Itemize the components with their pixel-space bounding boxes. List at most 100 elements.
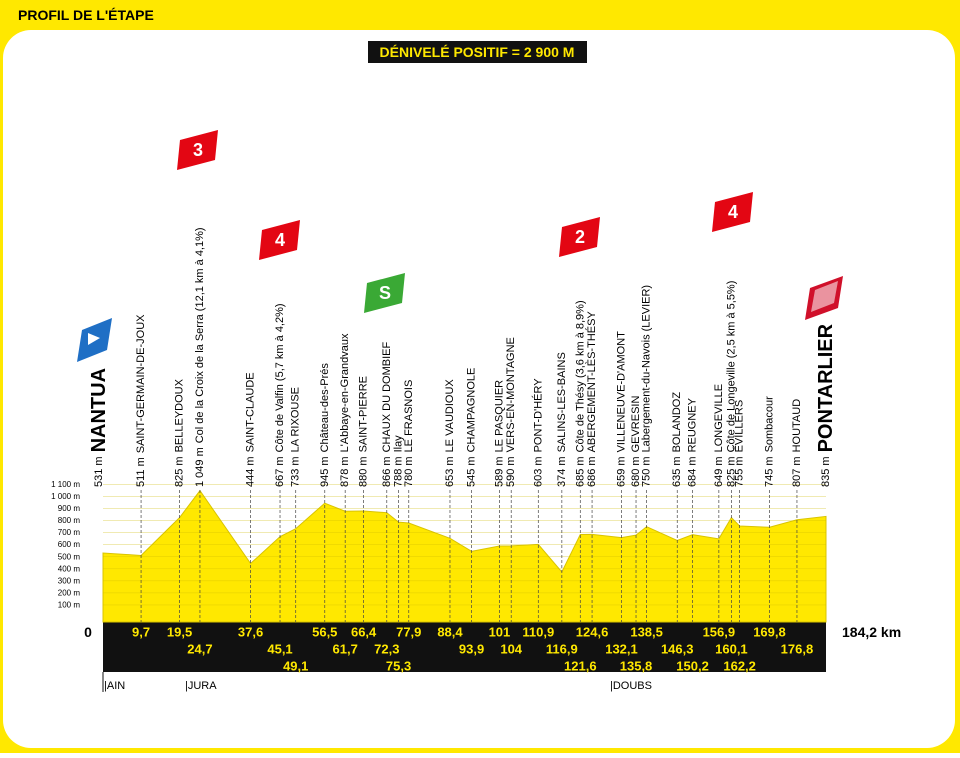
x-tick-label: 9,7 [132,625,150,640]
waypoint-name: LE FRASNOIS [403,380,415,453]
waypoint-altitude: 880 m [358,456,370,487]
waypoint-name: CHAMPAGNOLE [466,368,478,453]
waypoint-name: SAINT-CLAUDE [245,372,257,452]
waypoint-name: Côte de Thésy (3,6 km à 8,9%) [574,300,586,452]
waypoint-label: 755 m ÉVILLERS [733,400,746,487]
y-tick-label: 300 m [58,576,81,585]
km-band [103,622,826,672]
waypoint-name: SAINT-GERMAIN-DE-JOUX [135,314,147,453]
x-tick-label: 101 [489,625,511,640]
x-tick-label: 121,6 [564,659,597,674]
climb-category: 4 [275,230,285,250]
waypoint-altitude: 835 m [820,456,832,487]
waypoint-label: 780 m LE FRASNOIS [403,380,415,487]
climb-badge [559,217,600,257]
y-tick-label: 900 m [58,504,81,513]
waypoint-label: 835 m PONTARLIER [815,323,837,487]
waypoint-label: 945 m Château-des-Prés [319,363,331,487]
waypoint-altitude: 653 m [444,456,456,487]
waypoint-altitude: 825 m [174,456,186,487]
waypoint-label: 684 m REUGNEY [687,397,699,487]
waypoint-altitude: 807 m [791,456,803,487]
x-tick-label: 124,6 [576,625,609,640]
waypoint-altitude: 680 m [630,456,642,487]
waypoint-name: Labergement-du-Navois (LEVIER) [641,285,653,453]
waypoint-label: 590 m VERS-EN-MONTAGNE [505,337,517,487]
waypoint-label: 880 m SAINT-PIERRE [358,376,370,487]
y-tick-label: 100 m [58,600,81,609]
waypoint-label: 750 m Labergement-du-Navois (LEVIER) [641,285,653,487]
waypoint-name: BELLEYDOUX [174,378,186,452]
x-tick-label: 56,5 [312,625,337,640]
waypoint-altitude: 374 m [556,456,568,487]
waypoint-label: 635 m BOLANDOZ [671,392,683,487]
climb-badge [364,273,405,313]
waypoint-altitude: 589 m [493,456,505,487]
waypoint-name: Ilay [393,435,405,453]
x-tick-label: 88,4 [437,625,463,640]
waypoint-name: Château-des-Prés [319,363,331,453]
waypoint-altitude: 603 m [532,456,544,487]
waypoint-label: 686 m ABERGEMENT-LÈS-THÉSY [585,311,598,487]
waypoint-name: SALINS-LES-BAINS [556,352,568,452]
climb-badge [259,220,300,260]
waypoint-name: PONT-D'HÉRY [531,378,544,453]
y-tick-label: 800 m [58,516,81,525]
climb-badge [712,192,753,232]
waypoint-name: BOLANDOZ [671,392,683,453]
waypoint-altitude: 659 m [616,456,628,487]
y-tick-label: 200 m [58,588,81,597]
x-tick-label: 184,2 km [842,624,901,640]
x-tick-label: 160,1 [715,642,748,657]
waypoint-label: 444 m SAINT-CLAUDE [245,372,257,487]
x-tick-label: 116,9 [546,642,578,657]
y-tick-label: 500 m [58,552,81,561]
waypoint-altitude: 780 m [403,456,415,487]
waypoint-name: Côte de Longeville (2,5 km à 5,5%) [725,281,737,453]
climb-category: 4 [728,202,738,222]
waypoint-label: 807 m HOUTAUD [791,399,803,487]
waypoint-label: 1 049 m Col de la Croix de la Serra (12,1… [194,227,206,487]
waypoint-label: 589 m LE PASQUIER [493,380,505,487]
y-tick-label: 1 100 m [51,480,80,489]
waypoint-altitude: 635 m [671,456,683,487]
x-tick-label: 162,2 [723,659,756,674]
waypoint-label: 653 m LE VAUDIOUX [444,379,456,487]
finish-flag [805,276,843,320]
waypoint-label: 685 m Côte de Thésy (3,6 km à 8,9%) [574,300,586,487]
waypoint-altitude: 444 m [245,456,257,487]
waypoint-name: L'Abbaye-en-Grandvaux [339,333,351,452]
waypoint-label: 745 m Sombacour [763,396,775,487]
x-tick-label: 146,3 [661,642,694,657]
waypoint-label: 659 m VILLENEUVE-D'AMONT [616,331,628,487]
x-tick-label: 45,1 [267,642,292,657]
waypoint-label: 878 m L'Abbaye-en-Grandvaux [339,333,351,487]
waypoint-label: 825 m BELLEYDOUX [174,378,186,487]
subtitle-box [368,41,587,63]
waypoint-name: SAINT-PIERRE [358,376,370,452]
y-tick-label: 400 m [58,564,81,573]
waypoint-name: Côte de Valfin (5,7 km à 4,2%) [274,303,286,452]
waypoint-name: CHAUX DU DOMBIEF [381,342,393,453]
waypoint-label: 603 m PONT-D'HÉRY [531,378,544,487]
waypoint-altitude: 684 m [687,456,699,487]
waypoint-altitude: 545 m [466,456,478,487]
waypoint-name: LE PASQUIER [493,380,505,453]
x-tick-label: 138,5 [630,625,663,640]
waypoint-altitude: 745 m [763,456,775,487]
x-tick-label: 61,7 [333,642,358,657]
x-tick-label: 169,8 [753,625,786,640]
x-tick-label: 19,5 [167,625,192,640]
x-tick-label: 176,8 [781,642,814,657]
waypoint-name: ÉVILLERS [733,400,746,453]
x-tick-label: 104 [500,642,522,657]
waypoint-name: VERS-EN-MONTAGNE [505,337,517,452]
x-tick-label: 24,7 [187,642,212,657]
x-tick-label: 132,1 [605,642,638,657]
y-tick-label: 600 m [58,540,81,549]
waypoint-altitude: 649 m [713,456,725,487]
waypoint-label: 866 m CHAUX DU DOMBIEF [381,342,393,487]
waypoint-altitude: 945 m [319,456,331,487]
